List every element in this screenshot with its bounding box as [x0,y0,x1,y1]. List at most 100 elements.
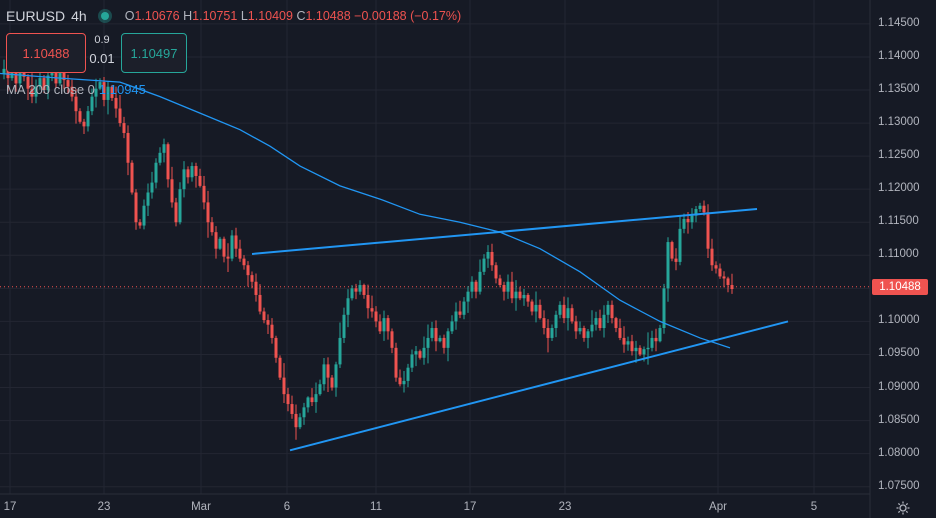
candle-up [514,291,518,299]
candle-down [118,108,122,124]
last-price-tag: 1.10488 [872,279,928,295]
chart-grid [0,0,870,494]
candle-down [618,328,622,338]
candle-down [70,86,74,97]
candle-down [62,71,66,81]
candle-down [138,222,142,226]
candle-down [242,258,246,266]
candle-down [398,377,402,385]
candle-up [446,331,450,348]
candle-up [602,314,606,329]
candle-down [74,96,78,112]
candle-down [674,258,678,262]
candle-up [586,331,590,338]
time-tick-label: 23 [97,501,111,513]
high-value: 1.10751 [192,9,238,23]
price-tick-label: 1.09500 [878,347,920,360]
candle-up [150,182,154,193]
candle-up [590,324,594,332]
spread-display: 0.9 0.01 [84,33,120,71]
candle-down [42,78,46,91]
candle-down [630,341,634,352]
candle-down [638,347,642,355]
price-tick-label: 1.07500 [878,479,920,492]
interval-label[interactable]: 4h [71,8,87,24]
candle-up [162,144,166,153]
candle-up [98,82,102,89]
candle-down [370,308,374,312]
candle-down [718,268,722,277]
gear-icon[interactable] [895,500,911,516]
candle-down [374,311,378,322]
ma-value: 1.10945 [98,82,146,97]
ma-legend[interactable]: MA 200 close 0 1.10945 [6,82,146,97]
candle-down [530,301,534,312]
candle-up [554,314,558,329]
candle-up [358,285,362,292]
candle-down [258,294,262,312]
candle-up [338,337,342,365]
sell-button[interactable]: 1.10488 [6,33,86,73]
candle-up [142,205,146,226]
candle-up [346,298,350,315]
candle-up [178,189,182,223]
candle-up [406,367,410,381]
candle-down [290,404,294,414]
candle-down [362,285,366,295]
lower-trendline[interactable] [289,320,789,452]
candle-down [278,357,282,378]
candle-up [578,328,582,332]
candle-down [582,328,586,338]
candle-down [714,265,718,269]
candle-up [606,304,610,315]
price-tick-label: 1.13500 [878,83,920,95]
candle-down [246,265,250,276]
candle-up [306,397,310,408]
candle-down [598,318,602,329]
candle-up [522,294,526,299]
candle-up [190,166,194,178]
candle-down [78,111,82,122]
candle-down [490,251,494,266]
trendlines[interactable] [251,208,789,452]
candle-up [506,281,510,292]
candle-up [342,314,346,338]
candle-down [122,123,126,133]
symbol-name[interactable]: EURUSD [6,8,66,24]
candle-up [46,75,50,91]
candle-down [654,337,658,342]
time-tick-label: 23 [558,501,572,513]
candle-up [678,228,682,262]
spread-bottom: 0.01 [89,51,115,66]
candle-down [442,337,446,348]
upper-trendline[interactable] [251,208,758,255]
candle-up [218,238,222,249]
candle-down [614,318,618,329]
market-status-icon[interactable] [100,12,109,20]
buy-button[interactable]: 1.10497 [121,33,187,73]
candle-up [650,337,654,348]
candle-up [454,311,458,322]
candle-down [394,347,398,378]
candle-up [314,394,318,403]
candle-down [702,205,706,213]
candle-down [354,288,358,292]
price-tick-label: 1.13000 [878,116,920,129]
candle-up [94,88,98,97]
candle-down [134,192,138,223]
candle-down [378,321,382,332]
candle-up [566,308,570,319]
candle-up [698,205,702,210]
candle-down [194,166,198,176]
candle-down [366,294,370,309]
candle-up [34,86,38,97]
candle-down [386,318,390,332]
candle-up [334,364,338,388]
candle-down [502,285,506,292]
candle-down [494,265,498,279]
candle-down [238,248,242,259]
candle-up [658,328,662,342]
price-tick-label: 1.08500 [878,413,920,426]
candle-down [294,413,298,428]
